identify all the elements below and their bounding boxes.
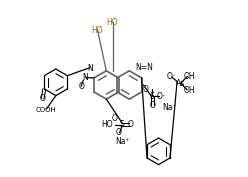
Text: O⁻: O⁻ (167, 72, 177, 81)
Text: N: N (83, 73, 88, 82)
Text: O⁻: O⁻ (156, 92, 166, 101)
Text: N=N: N=N (136, 63, 154, 72)
Text: OH: OH (184, 72, 195, 81)
Text: O: O (142, 85, 148, 94)
Text: HO: HO (101, 120, 113, 129)
Text: O: O (78, 82, 84, 91)
Text: HO: HO (107, 18, 118, 27)
Text: N: N (87, 64, 93, 73)
Text: O: O (111, 114, 117, 123)
Text: O: O (127, 120, 133, 129)
Text: O: O (149, 101, 155, 110)
Text: S: S (120, 120, 124, 129)
Text: COOH: COOH (36, 107, 57, 113)
Text: HO: HO (91, 27, 102, 35)
Text: O: O (40, 94, 46, 103)
Text: Na⁺: Na⁺ (115, 137, 129, 146)
Text: Na⁺: Na⁺ (163, 104, 177, 112)
Text: OH: OH (184, 86, 195, 95)
Text: As: As (176, 79, 185, 88)
Text: O: O (116, 128, 122, 137)
Text: S: S (150, 92, 155, 101)
